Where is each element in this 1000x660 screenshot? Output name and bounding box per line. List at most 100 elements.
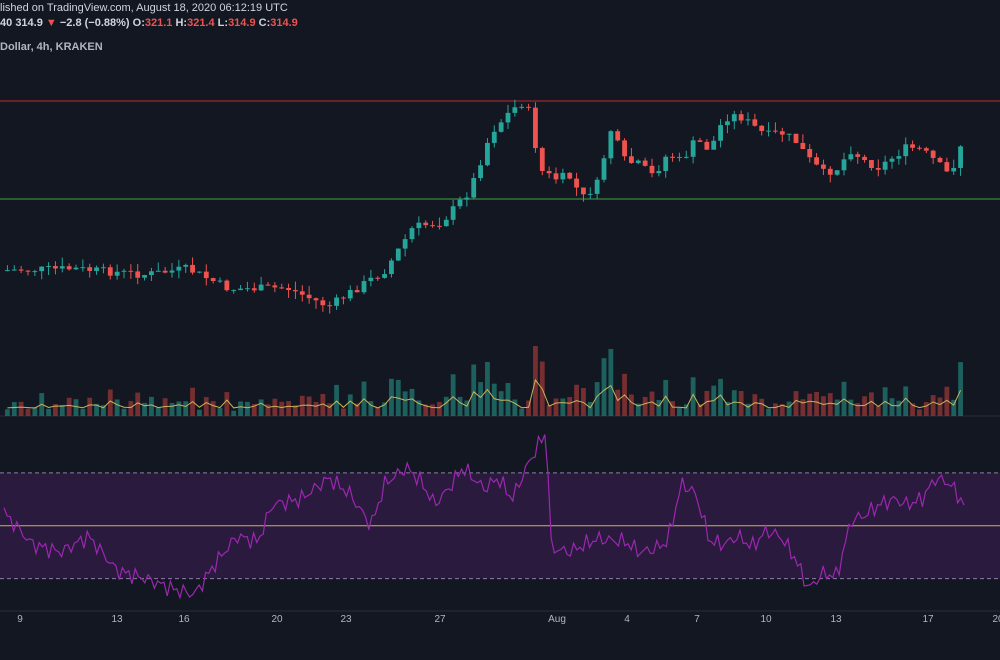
candle-body — [526, 106, 531, 108]
candle-body — [622, 140, 627, 157]
candle-body — [814, 157, 819, 165]
candle-body — [251, 288, 257, 291]
volume-bar — [526, 400, 531, 416]
volume-bar — [930, 395, 936, 416]
volume-bar — [560, 398, 566, 416]
volume-bar — [512, 399, 518, 416]
volume-bar — [848, 399, 854, 416]
volume-bar — [176, 401, 182, 416]
rsi-indicator — [3, 434, 965, 600]
volume-bar — [786, 401, 792, 416]
volume-bar — [272, 398, 278, 416]
volume-bar — [375, 407, 381, 416]
low-value: 314.9 — [228, 17, 256, 29]
candle-body — [944, 162, 950, 172]
volume-bar — [135, 392, 141, 416]
volume-bar — [505, 383, 511, 416]
candle-body — [107, 267, 113, 276]
candle-body — [162, 270, 168, 273]
candle-body — [341, 297, 346, 299]
candle-body — [793, 133, 799, 143]
publish-text: lished on TradingView.com, August 18, 20… — [0, 2, 288, 14]
candle-body — [519, 106, 525, 108]
volume-bar — [224, 392, 230, 416]
volume-bar — [46, 408, 51, 416]
volume-bar — [923, 402, 929, 416]
volume-bar — [498, 391, 504, 416]
candle-body — [293, 290, 298, 292]
candle-body — [834, 170, 840, 175]
candle-body — [677, 156, 682, 158]
low-label: L: — [217, 17, 229, 29]
volume-bar — [697, 404, 703, 416]
volume-bar — [635, 403, 641, 416]
candle-body — [114, 271, 120, 276]
volume-bar — [546, 405, 552, 416]
candle-body — [642, 160, 648, 166]
volume-bars — [5, 346, 963, 416]
candle-body — [121, 270, 127, 272]
volume-bar — [855, 403, 861, 416]
candle-body — [855, 154, 861, 157]
candle-body — [889, 158, 895, 162]
candle-body — [731, 114, 737, 122]
volume-bar — [210, 401, 216, 416]
candle-body — [25, 270, 31, 272]
volume-bar — [738, 391, 744, 416]
candle-body — [238, 288, 243, 291]
candle-body — [766, 130, 771, 132]
volume-bar — [279, 401, 285, 416]
candle-body — [437, 225, 442, 227]
candle-body — [491, 131, 497, 143]
x-tick-label: 20 — [992, 614, 1000, 625]
candle-body — [224, 280, 230, 291]
volume-bar — [896, 400, 902, 416]
volume-bar — [162, 398, 168, 416]
x-tick-label: 27 — [434, 614, 446, 625]
x-tick-label: 10 — [760, 614, 772, 625]
candle-body — [306, 294, 312, 299]
candle-body — [903, 144, 909, 157]
candle-body — [176, 266, 182, 271]
x-tick-label: 17 — [922, 614, 934, 625]
candle-body — [704, 141, 710, 150]
volume-bar — [286, 401, 291, 416]
volume-bar — [59, 404, 65, 416]
volume-bar — [889, 398, 895, 416]
candle-body — [683, 156, 689, 158]
volume-bar — [601, 358, 607, 416]
candle-body — [361, 281, 367, 293]
close-value: 314.9 — [270, 17, 298, 29]
candle-body — [354, 290, 360, 293]
volume-bar — [73, 399, 79, 416]
volume-bar — [169, 403, 175, 416]
candle-body — [560, 172, 566, 180]
volume-bar — [690, 377, 696, 416]
volume-bar — [725, 401, 730, 416]
down-arrow-icon: ▼ — [45, 17, 57, 29]
candle-body — [779, 131, 785, 135]
candle-body — [128, 270, 134, 272]
volume-bar — [101, 405, 106, 416]
volume-bar — [718, 378, 723, 416]
candle-body — [930, 150, 936, 158]
x-tick-label: 23 — [340, 614, 352, 625]
publish-info: lished on TradingView.com, August 18, 20… — [0, 2, 288, 14]
x-tick-label: 13 — [111, 614, 123, 625]
candle-body — [937, 157, 943, 163]
candle-body — [286, 288, 291, 291]
volume-bar — [457, 396, 463, 416]
volume-bar — [903, 386, 909, 416]
volume-bar — [704, 390, 710, 416]
candle-body — [32, 271, 38, 273]
candle-body — [827, 168, 833, 175]
high-label: H: — [175, 17, 188, 29]
volume-bar — [814, 391, 819, 416]
volume-bar — [594, 382, 600, 416]
volume-bar — [155, 407, 161, 416]
volume-bar — [656, 400, 662, 416]
volume-bar — [203, 397, 209, 416]
candle-body — [581, 187, 586, 195]
volume-bar — [471, 364, 477, 416]
